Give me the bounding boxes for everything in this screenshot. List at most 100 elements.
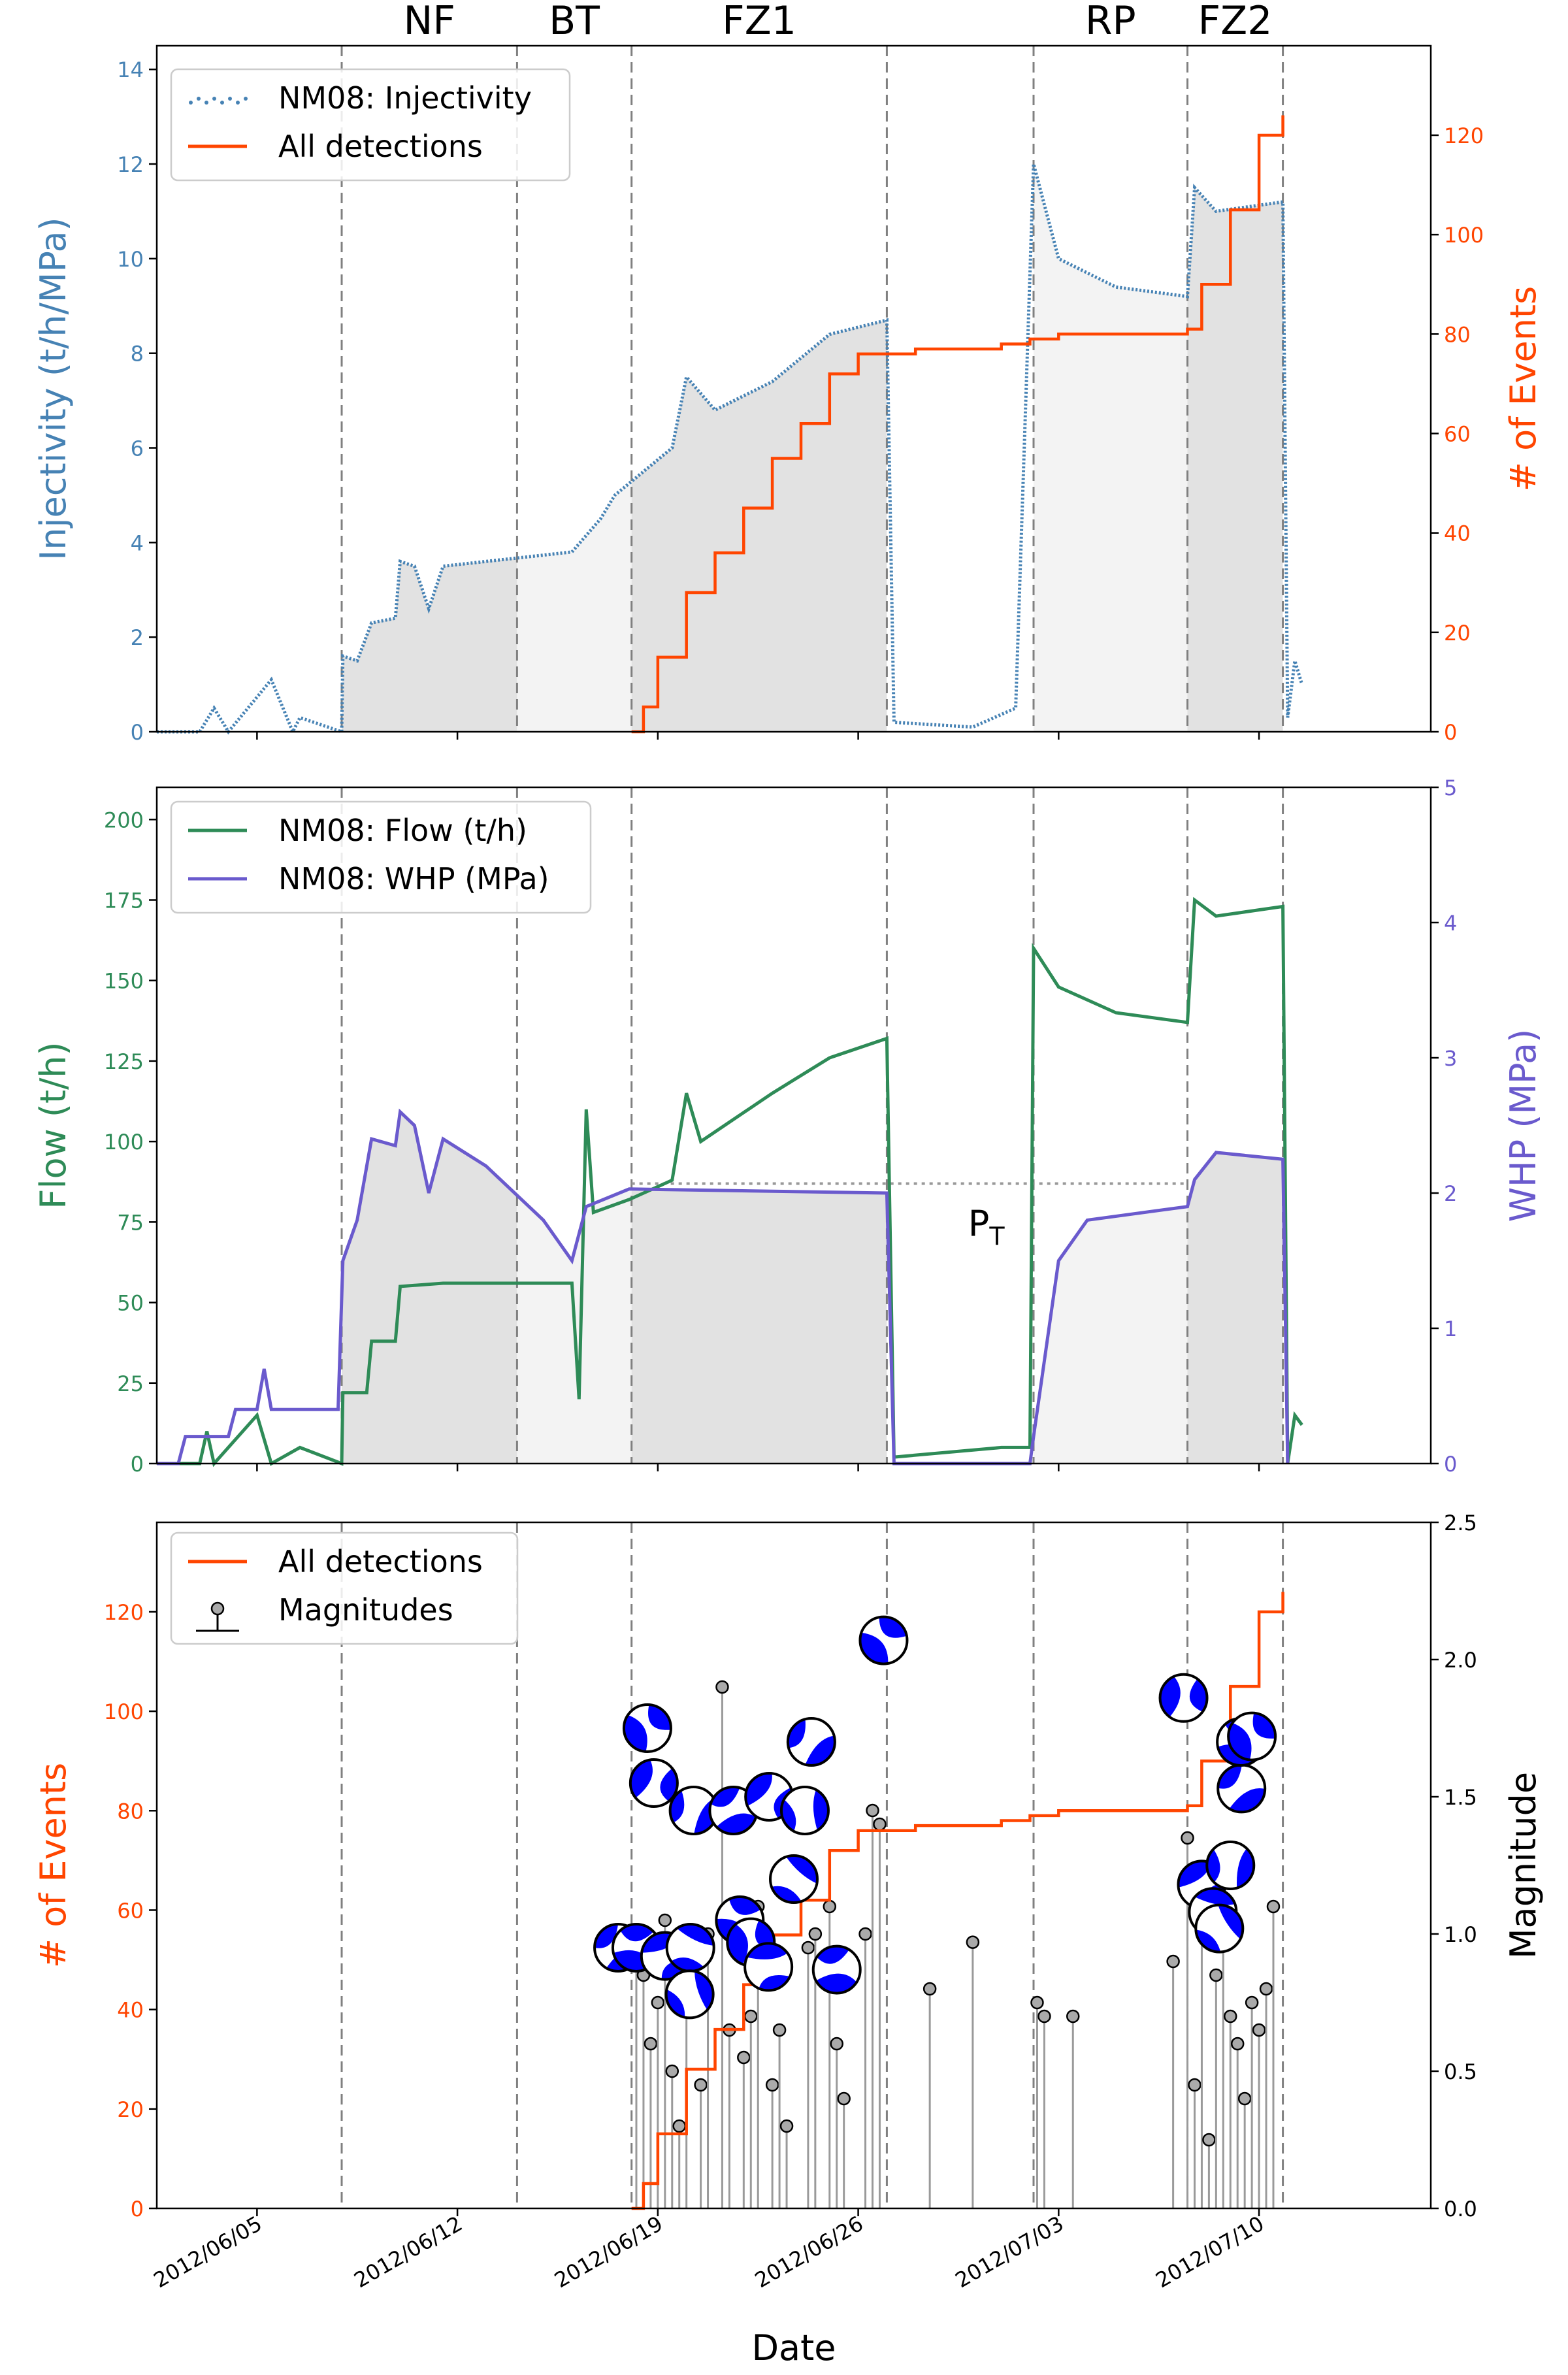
focal-mechanism-beachball xyxy=(1205,1841,1256,1890)
magnitude-marker xyxy=(1237,2091,1252,2106)
right-tick-label: 60 xyxy=(1444,421,1471,446)
left-tick-label: 50 xyxy=(117,1291,144,1316)
magnitude-marker xyxy=(801,1941,815,1955)
whp-right-ticks: 0 1 2 3 4 5 xyxy=(1431,776,1457,1477)
right-tick-label: 0.0 xyxy=(1444,2197,1477,2221)
right-tick-label: 120 xyxy=(1444,123,1484,148)
whp-line xyxy=(157,1108,1290,1466)
right-tick-label: 80 xyxy=(1444,322,1471,347)
beachball-outline xyxy=(1227,1711,1277,1761)
magnitude-marker xyxy=(1037,2009,1051,2023)
right-tick-label: 2.5 xyxy=(1444,1511,1477,1535)
phase-label-bt: BT xyxy=(549,0,600,44)
magnitude-marker xyxy=(1030,1995,1044,2010)
magnitude-marker xyxy=(644,2037,658,2051)
focal-mechanism-beachball xyxy=(1194,1903,1245,1954)
magnitude-marker xyxy=(672,2119,686,2133)
injectivity-shaded-areas xyxy=(342,164,1283,732)
magnitude-marker xyxy=(665,2064,679,2078)
magnitude-marker xyxy=(830,2037,843,2051)
magnitude-panel-frame xyxy=(155,1521,1432,2210)
phase-label-fz2: FZ2 xyxy=(1198,0,1273,44)
beachball-quadrant xyxy=(727,1924,748,1965)
right-tick-label: 4 xyxy=(1444,911,1457,936)
focal-mechanism-beachball xyxy=(1158,1673,1209,1723)
left-tick-label: 0 xyxy=(131,1452,144,1477)
beachball-quadrant xyxy=(1252,1712,1276,1739)
beachball-quadrant xyxy=(771,1886,802,1903)
date-axis-title: Date xyxy=(751,2327,836,2368)
magnitude-marker xyxy=(866,1803,879,1818)
injectivity-series xyxy=(157,115,1304,736)
legend-label-detections: All detections xyxy=(278,129,483,164)
right-tick-label: 2.0 xyxy=(1444,1648,1477,1673)
focal-mechanism-beachball xyxy=(664,1969,715,2020)
left-tick-label: 150 xyxy=(104,969,144,994)
flow-axis-title: Flow (t/h) xyxy=(33,1041,74,1209)
left-tick-label: 100 xyxy=(104,1130,144,1155)
pt-annotation-t: T xyxy=(988,1222,1005,1251)
magnitude-marker xyxy=(923,1982,937,1996)
phase-label-rp: RP xyxy=(1085,0,1136,44)
flow-pressure-series xyxy=(157,896,1303,1467)
focal-mechanism-beachball xyxy=(622,1703,672,1753)
right-tick-label: 0 xyxy=(1444,720,1457,745)
magnitude-marker xyxy=(1066,2009,1080,2023)
pt-annotation: PT xyxy=(968,1204,1005,1251)
magnitude-marker xyxy=(651,1995,665,2010)
legend-dot xyxy=(189,101,193,105)
left-tick-label: 125 xyxy=(104,1049,144,1074)
magnitude-axis-title: Magnitude xyxy=(1503,1772,1544,1959)
legend-label-injectivity: NM08: Injectivity xyxy=(278,80,532,116)
flow-legend: NM08: Flow (t/h) NM08: WHP (MPa) xyxy=(170,800,592,914)
magnitude-marker xyxy=(966,1935,980,1949)
legend-label-magnitudes: Magnitudes xyxy=(278,1592,453,1628)
legend-label-flow: NM08: Flow (t/h) xyxy=(278,813,527,848)
left-tick-label: 0 xyxy=(131,720,144,745)
phase-shade-5 xyxy=(1187,188,1283,732)
left-tick-label: 40 xyxy=(117,1998,144,2023)
beachball-outline xyxy=(811,1944,862,1995)
magnitude-marker xyxy=(823,1899,837,1914)
beachball-quadrant xyxy=(1160,1676,1181,1717)
phase-shade-3 xyxy=(631,1188,887,1464)
phase-shade-4 xyxy=(1034,1206,1188,1464)
magnitude-marker xyxy=(772,2023,787,2037)
injectivity-line xyxy=(157,163,1304,736)
magnitude-legend-marker xyxy=(210,1601,225,1616)
phase-shade-2 xyxy=(517,481,632,732)
left-tick-label: 12 xyxy=(117,152,144,177)
magnitude-marker xyxy=(779,2119,794,2133)
magnitude-marker xyxy=(1224,2009,1237,2023)
legend-box xyxy=(170,800,592,914)
detections-series-bottom xyxy=(631,1592,1284,2210)
beachball-outline xyxy=(1158,1673,1209,1723)
phase-shade-4 xyxy=(1034,164,1188,732)
magnitude-marker xyxy=(1230,2037,1245,2051)
injectivity-legend: NM08: Injectivity All detections xyxy=(170,68,571,182)
injectivity-right-ticks: 0 20 40 60 80 100 120 xyxy=(1431,123,1484,745)
magnitude-marker xyxy=(1188,2078,1201,2092)
injectivity-legend-symbol xyxy=(189,97,248,105)
beachball-quadrant xyxy=(648,1705,671,1730)
left-tick-label: 4 xyxy=(131,531,144,555)
injectivity-x-ticks xyxy=(256,732,1260,740)
phase-shade-1 xyxy=(342,558,517,732)
legend-label-whp: NM08: WHP (MPa) xyxy=(278,861,549,896)
events-axis-title-bottom: # of Events xyxy=(33,1763,74,1968)
beachball-quadrant xyxy=(666,1989,685,2018)
legend-label-detections-bottom: All detections xyxy=(278,1544,483,1579)
injectivity-panel-frame xyxy=(155,44,1432,733)
legend-box xyxy=(170,68,571,182)
right-tick-label: 100 xyxy=(1444,223,1484,248)
legend-box xyxy=(170,1531,519,1645)
right-tick-label: 1.0 xyxy=(1444,1922,1477,1947)
right-tick-label: 1.5 xyxy=(1444,1785,1477,1810)
events-axis-title-top: # of Events xyxy=(1503,286,1544,491)
focal-mechanism-beachball xyxy=(743,1942,794,1992)
beachball-quadrant xyxy=(1196,1929,1221,1952)
right-tick-label: 2 xyxy=(1444,1181,1457,1206)
left-tick-label: 20 xyxy=(117,2097,144,2122)
events-left-ticks: 0 20 40 60 80 100 120 xyxy=(104,1600,157,2221)
